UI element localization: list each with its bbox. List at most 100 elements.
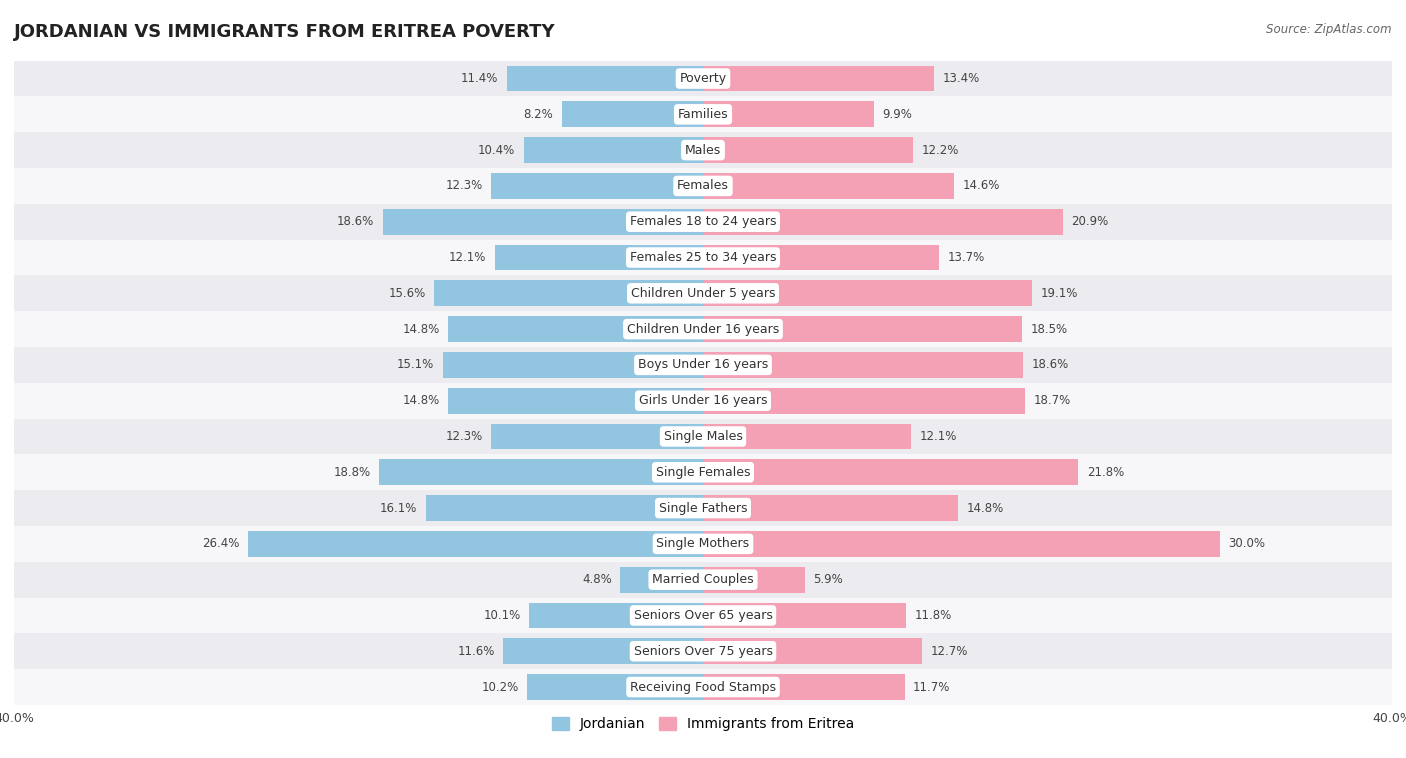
Bar — [14, 634, 1392, 669]
Text: 11.7%: 11.7% — [912, 681, 950, 694]
Bar — [620, 567, 703, 593]
Text: 30.0%: 30.0% — [1229, 537, 1265, 550]
Text: Children Under 16 years: Children Under 16 years — [627, 323, 779, 336]
Bar — [14, 454, 1392, 490]
Text: 14.8%: 14.8% — [966, 502, 1004, 515]
Text: 9.9%: 9.9% — [882, 108, 912, 121]
Text: 11.4%: 11.4% — [461, 72, 498, 85]
Bar — [703, 459, 1078, 485]
Bar — [703, 245, 939, 271]
Text: 18.5%: 18.5% — [1031, 323, 1067, 336]
Bar — [506, 66, 703, 92]
Bar — [14, 383, 1392, 418]
Bar — [703, 102, 873, 127]
Text: Females: Females — [678, 180, 728, 193]
Text: 10.2%: 10.2% — [481, 681, 519, 694]
Text: Single Females: Single Females — [655, 465, 751, 479]
Bar — [703, 316, 1022, 342]
Legend: Jordanian, Immigrants from Eritrea: Jordanian, Immigrants from Eritrea — [547, 712, 859, 737]
Bar — [14, 418, 1392, 454]
Bar — [14, 275, 1392, 312]
Bar — [14, 96, 1392, 132]
Text: Seniors Over 65 years: Seniors Over 65 years — [634, 609, 772, 622]
Text: Receiving Food Stamps: Receiving Food Stamps — [630, 681, 776, 694]
Text: Seniors Over 75 years: Seniors Over 75 years — [634, 645, 772, 658]
Text: 18.8%: 18.8% — [333, 465, 371, 479]
Text: 18.7%: 18.7% — [1033, 394, 1071, 407]
Text: Poverty: Poverty — [679, 72, 727, 85]
Bar — [14, 312, 1392, 347]
Bar — [382, 208, 703, 235]
Bar — [703, 603, 907, 628]
Bar — [703, 638, 922, 664]
Text: Single Males: Single Males — [664, 430, 742, 443]
Bar — [703, 280, 1032, 306]
Text: 12.1%: 12.1% — [449, 251, 486, 264]
Bar — [14, 490, 1392, 526]
Bar — [14, 562, 1392, 597]
Bar — [703, 208, 1063, 235]
Bar — [449, 388, 703, 414]
Text: 21.8%: 21.8% — [1087, 465, 1125, 479]
Text: Single Mothers: Single Mothers — [657, 537, 749, 550]
Text: Females 25 to 34 years: Females 25 to 34 years — [630, 251, 776, 264]
Text: 12.3%: 12.3% — [446, 430, 482, 443]
Text: 26.4%: 26.4% — [202, 537, 239, 550]
Bar — [14, 168, 1392, 204]
Bar — [703, 173, 955, 199]
Text: Source: ZipAtlas.com: Source: ZipAtlas.com — [1267, 23, 1392, 36]
Text: Boys Under 16 years: Boys Under 16 years — [638, 359, 768, 371]
Text: 14.8%: 14.8% — [402, 394, 440, 407]
Bar — [434, 280, 703, 306]
Text: 11.8%: 11.8% — [915, 609, 952, 622]
Text: 4.8%: 4.8% — [582, 573, 612, 586]
Bar — [14, 526, 1392, 562]
Text: 14.6%: 14.6% — [963, 180, 1001, 193]
Bar — [703, 495, 957, 521]
Text: Girls Under 16 years: Girls Under 16 years — [638, 394, 768, 407]
Text: 13.4%: 13.4% — [942, 72, 980, 85]
Bar — [14, 597, 1392, 634]
Text: 13.7%: 13.7% — [948, 251, 984, 264]
Bar — [449, 316, 703, 342]
Bar — [14, 204, 1392, 240]
Text: Males: Males — [685, 143, 721, 157]
Bar — [495, 245, 703, 271]
Text: 19.1%: 19.1% — [1040, 287, 1078, 300]
Bar — [380, 459, 703, 485]
Bar — [703, 674, 904, 700]
Bar — [14, 240, 1392, 275]
Bar — [703, 424, 911, 449]
Text: 12.7%: 12.7% — [931, 645, 967, 658]
Text: 8.2%: 8.2% — [523, 108, 553, 121]
Text: JORDANIAN VS IMMIGRANTS FROM ERITREA POVERTY: JORDANIAN VS IMMIGRANTS FROM ERITREA POV… — [14, 23, 555, 41]
Bar — [703, 531, 1219, 556]
Bar — [703, 352, 1024, 377]
Text: 16.1%: 16.1% — [380, 502, 418, 515]
Text: 12.3%: 12.3% — [446, 180, 482, 193]
Text: Single Fathers: Single Fathers — [659, 502, 747, 515]
Text: 14.8%: 14.8% — [402, 323, 440, 336]
Bar — [14, 347, 1392, 383]
Bar — [703, 66, 934, 92]
Bar — [503, 638, 703, 664]
Bar — [491, 173, 703, 199]
Bar — [14, 669, 1392, 705]
Bar — [527, 674, 703, 700]
Bar — [703, 137, 912, 163]
Bar — [249, 531, 703, 556]
Bar — [703, 388, 1025, 414]
Text: 12.2%: 12.2% — [922, 143, 959, 157]
Bar — [14, 132, 1392, 168]
Text: 20.9%: 20.9% — [1071, 215, 1109, 228]
Bar — [491, 424, 703, 449]
Text: 18.6%: 18.6% — [337, 215, 374, 228]
Text: Married Couples: Married Couples — [652, 573, 754, 586]
Text: 18.6%: 18.6% — [1032, 359, 1069, 371]
Bar — [426, 495, 703, 521]
Text: Females 18 to 24 years: Females 18 to 24 years — [630, 215, 776, 228]
Text: Children Under 5 years: Children Under 5 years — [631, 287, 775, 300]
Text: 15.6%: 15.6% — [388, 287, 426, 300]
Text: 11.6%: 11.6% — [457, 645, 495, 658]
Bar — [524, 137, 703, 163]
